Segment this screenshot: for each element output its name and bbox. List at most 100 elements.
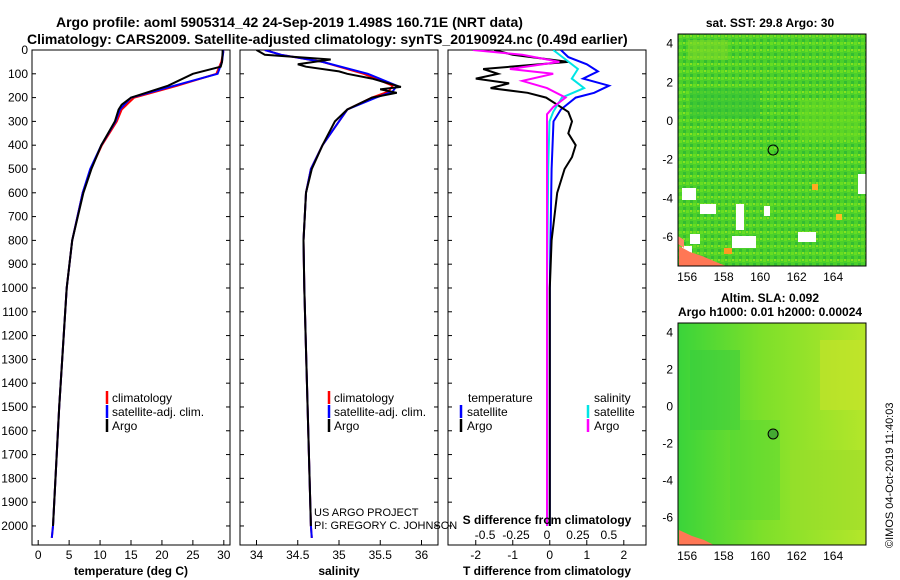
legend-header-salinity: salinity (594, 391, 631, 405)
x-tick-label: 34 (250, 548, 264, 562)
series-line-t-satellite (548, 50, 612, 526)
difference-panel (447, 49, 647, 546)
map-lat-label: 4 (666, 325, 673, 339)
map-lon-label: 164 (823, 549, 843, 563)
sst-heatmap (678, 34, 866, 266)
legend-satellite: satellite-adj. clim. (334, 405, 426, 419)
sla-map-frame (677, 322, 867, 546)
salinity-legend: climatology satellite-adj. clim. Argo (327, 391, 426, 433)
sst-missing-data (682, 188, 696, 200)
x-tick-label: 36 (415, 548, 429, 562)
series-line-t-argo (475, 50, 577, 526)
x-tick-label: 15 (124, 548, 138, 562)
depth-tick-label: 1700 (1, 448, 28, 462)
legend-argo: Argo (112, 419, 138, 433)
series-line-argo (255, 50, 402, 527)
depth-tick-label: 1100 (2, 305, 28, 319)
legend-t-argo: Argo (467, 419, 493, 433)
depth-tick-label: 1500 (1, 400, 28, 414)
land-icon (679, 530, 714, 545)
sst-map-frame (677, 33, 867, 267)
map-lon-label: 162 (787, 549, 807, 563)
x-tick-label: 0 (546, 548, 553, 562)
x-tick-label: 5 (66, 548, 73, 562)
temperature-legend: climatology satellite-adj. clim. Argo (105, 391, 204, 433)
credit-project: US ARGO PROJECT (314, 507, 419, 519)
temperature-series (50, 50, 225, 539)
depth-tick-label: 800 (8, 233, 28, 247)
x2-tick-label: -0.25 (502, 528, 530, 542)
map-lon-label: 160 (750, 270, 770, 284)
depth-tick-label: 300 (8, 114, 28, 128)
depth-tick-label: 900 (8, 257, 28, 271)
map-lat-label: 4 (666, 37, 673, 51)
depth-tick-label: 1300 (1, 352, 28, 366)
argo-location-marker (767, 144, 779, 156)
map-lat-label: -6 (662, 230, 673, 244)
argo-location-marker (767, 428, 779, 440)
series-line-satellite-adj-clim- (264, 50, 399, 538)
x-tick-label: -2 (470, 548, 481, 562)
depth-tick-label: 1600 (1, 424, 28, 438)
x2-tick-label: -0.5 (475, 528, 496, 542)
x-tick-label: 1 (583, 548, 590, 562)
sst-map-title: sat. SST: 29.8 Argo: 30 (706, 16, 835, 30)
x-tick-label: 20 (155, 548, 169, 562)
map-lat-label: 2 (666, 75, 673, 89)
sla-map-subtitle: Argo h1000: 0.01 h2000: 0.00024 (678, 305, 862, 319)
legend-s-satellite: satellite (594, 405, 635, 419)
difference-legend: temperature salinity satellite Argo sate… (459, 391, 635, 433)
legend-t-satellite: satellite (467, 405, 508, 419)
x-tick-label: -1 (507, 548, 518, 562)
depth-tick-label: 1800 (1, 471, 28, 485)
map-lat-label: 0 (666, 399, 673, 413)
depth-tick-label: 1200 (1, 329, 28, 343)
map-lon-label: 158 (714, 270, 734, 284)
temperature-xlabel: temperature (deg C) (74, 564, 188, 578)
x2-tick-label: 0.25 (566, 528, 590, 542)
legend-climatology: climatology (112, 391, 172, 405)
map-lat-label: -2 (662, 153, 673, 167)
series-line-s-argo (472, 50, 568, 526)
map-lat-label: 0 (666, 114, 673, 128)
sst-map (677, 33, 867, 267)
legend-s-argo: Argo (594, 419, 620, 433)
map-lon-label: 160 (750, 549, 770, 563)
sla-map-title: Altim. SLA: 0.092 (721, 291, 819, 305)
series-line-satellite-adj-clim- (50, 50, 225, 539)
series-line-argo (52, 50, 224, 527)
x2-tick-label: 0.5 (601, 528, 618, 542)
depth-tick-label: 600 (8, 186, 28, 200)
title-line-2: Climatology: CARS2009. Satellite-adjuste… (27, 31, 628, 47)
axis-ticks: 0100200300400500600700800900100011001200… (1, 37, 843, 563)
salinity-series (255, 50, 402, 538)
depth-tick-label: 100 (8, 67, 28, 81)
x-tick-label: 0 (35, 548, 42, 562)
salinity-panel (239, 49, 439, 546)
depth-tick-label: 200 (8, 91, 28, 105)
x2-tick-label: 0 (544, 528, 551, 542)
sla-map (677, 322, 867, 546)
x-tick-label: 35 (332, 548, 346, 562)
map-lat-label: -4 (662, 191, 673, 205)
difference-x2label: S difference from climatology (463, 513, 632, 527)
series-line-climatology (264, 50, 395, 538)
credit-pi: PI: GREGORY C. JOHNSON (314, 520, 457, 532)
difference-xlabel: T difference from climatology (463, 564, 631, 578)
map-lon-label: 158 (714, 549, 734, 563)
temperature-panel (31, 49, 231, 546)
x-tick-label: 2 (620, 548, 627, 562)
map-lat-label: -2 (662, 436, 673, 450)
depth-tick-label: 0 (21, 43, 28, 57)
legend-satellite: satellite-adj. clim. (112, 405, 204, 419)
credit-stamp: ©IMOS 04-Oct-2019 11:40:03 (884, 403, 896, 548)
x-tick-label: 10 (93, 548, 107, 562)
depth-tick-label: 1400 (1, 376, 28, 390)
depth-tick-label: 700 (8, 210, 28, 224)
legend-argo: Argo (334, 419, 360, 433)
title-line-1: Argo profile: aoml 5905314_42 24-Sep-201… (56, 14, 523, 30)
map-lon-label: 156 (677, 270, 697, 284)
map-lon-label: 164 (823, 270, 843, 284)
land-icon (679, 246, 726, 266)
